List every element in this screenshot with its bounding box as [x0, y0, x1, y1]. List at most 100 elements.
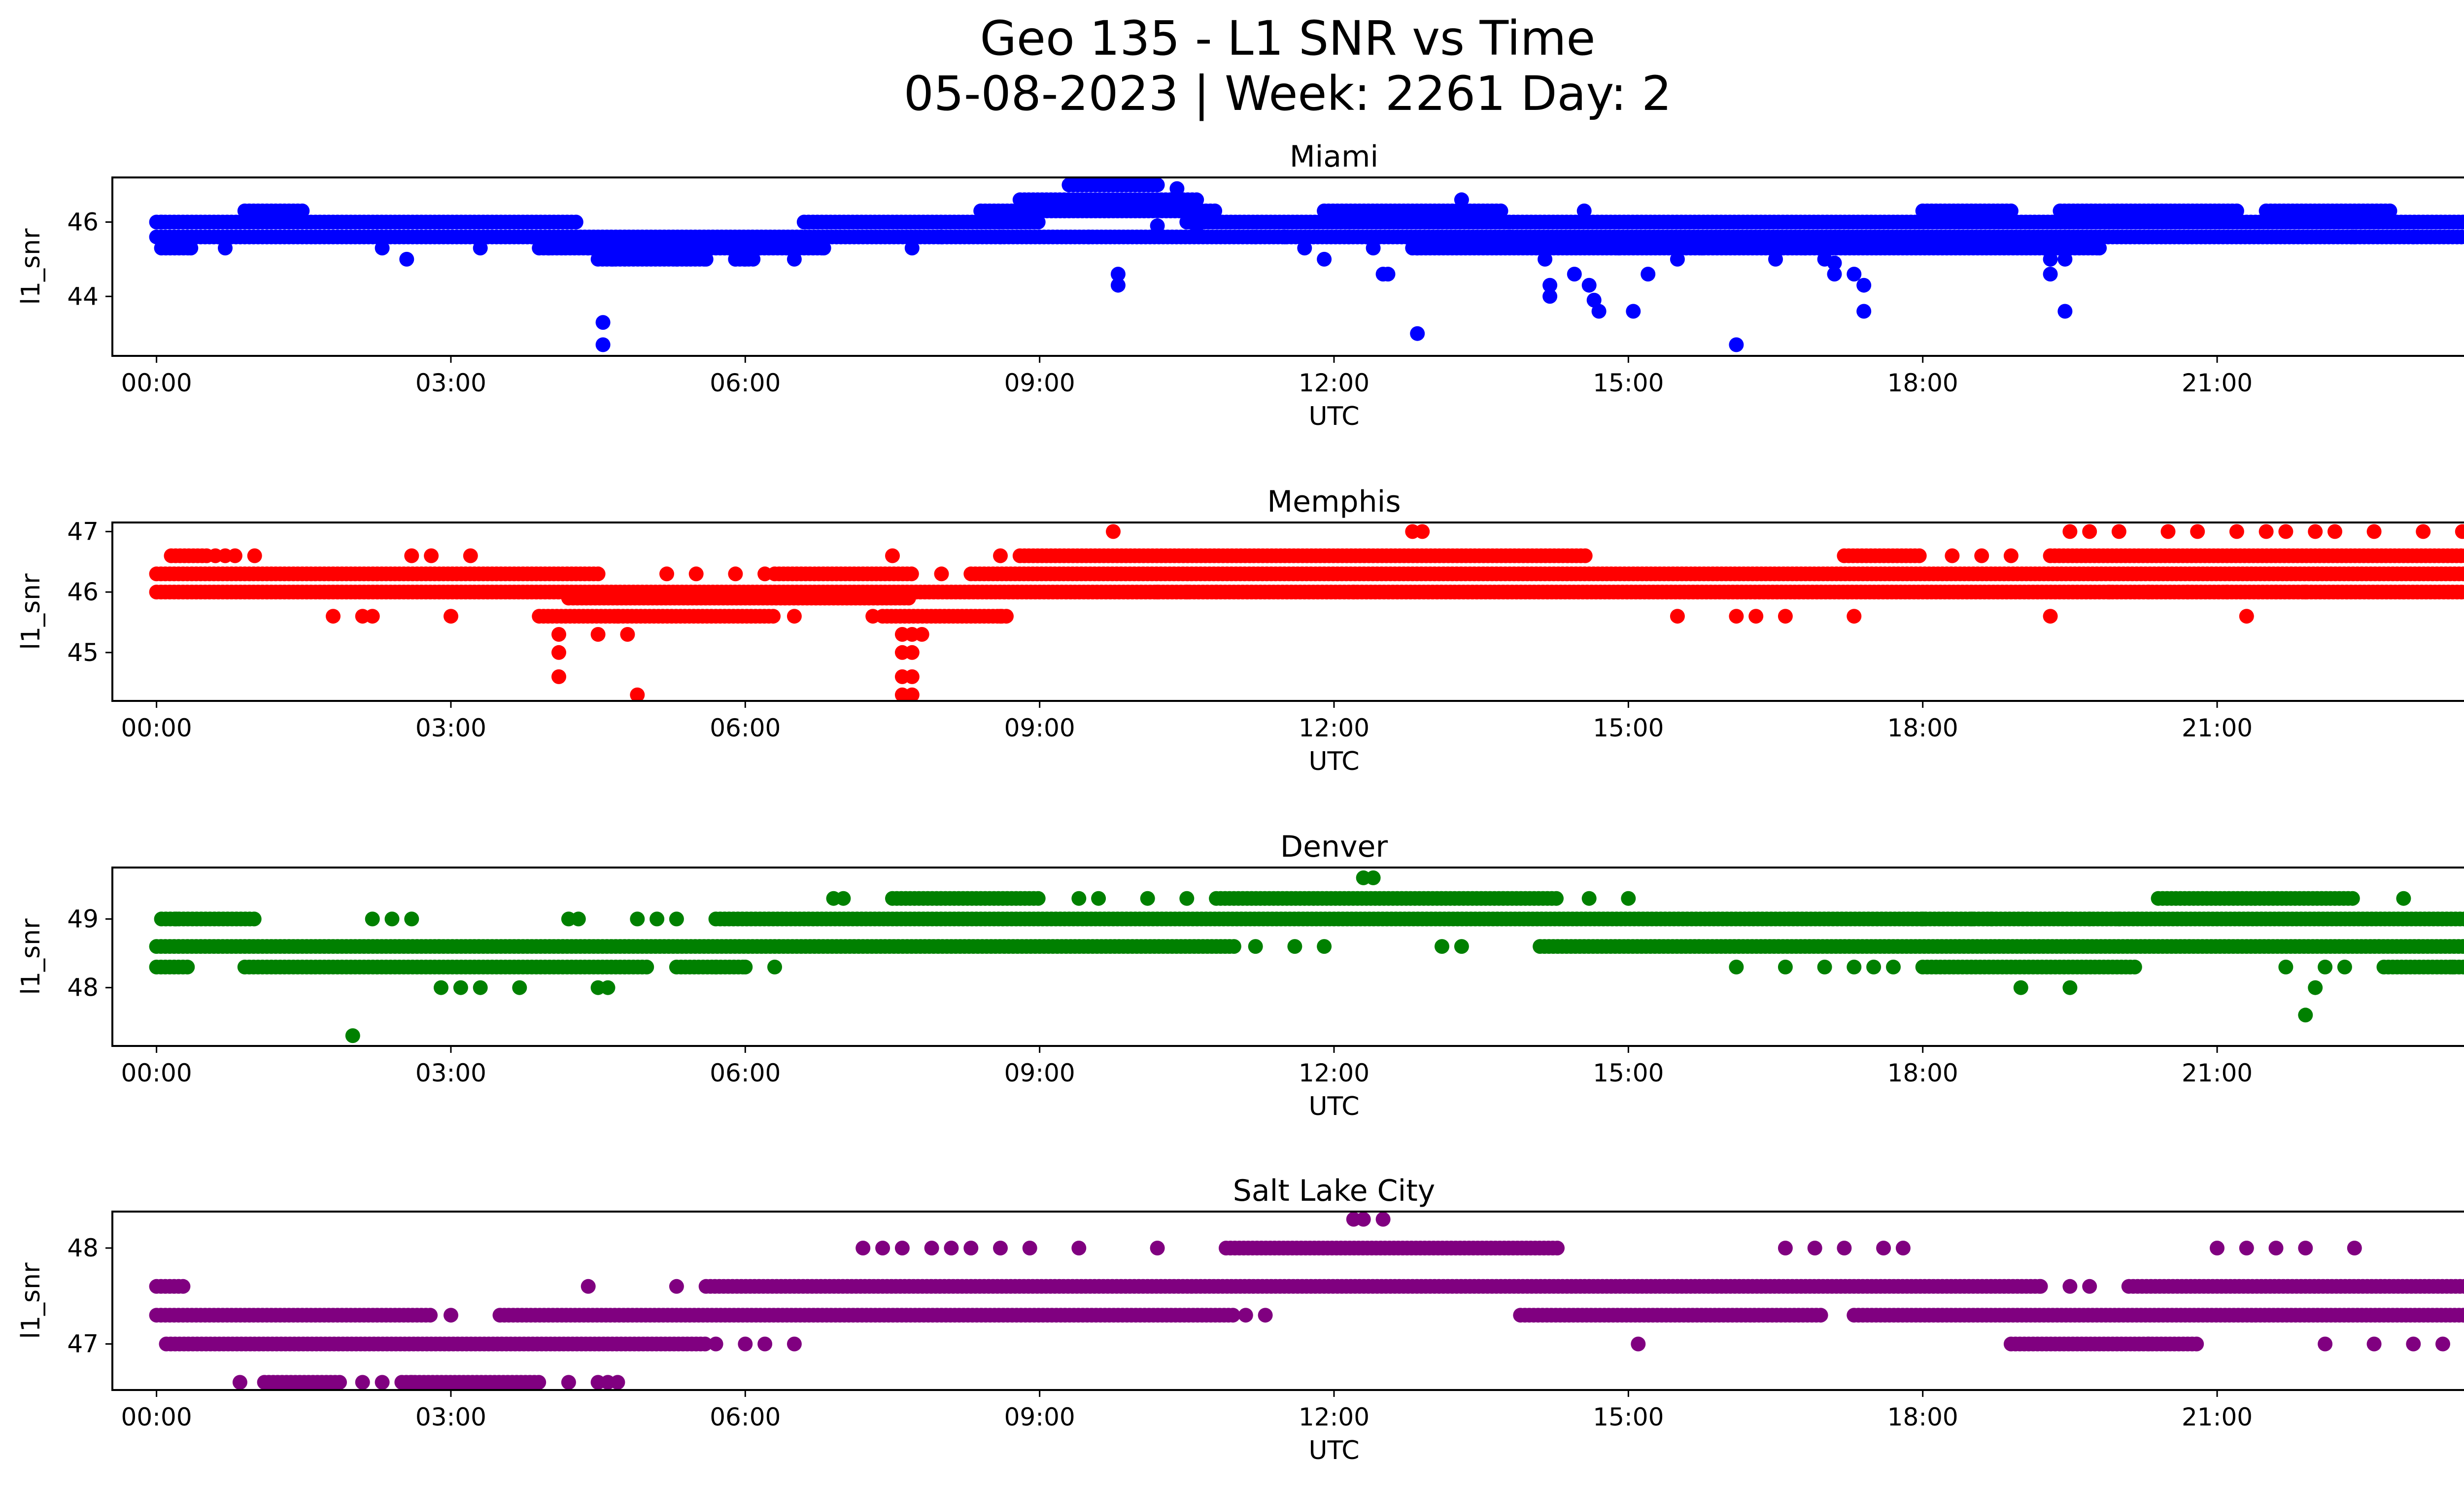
data-point: [2347, 229, 2362, 244]
data-point: [453, 980, 468, 995]
data-point: [2460, 939, 2464, 953]
data-point: [1341, 229, 1356, 244]
x-tick-label: 12:00: [1299, 1059, 1369, 1087]
data-point: [1641, 267, 1656, 282]
data-point: [1581, 891, 1597, 906]
data-point: [1768, 251, 1783, 267]
data-point: [2327, 524, 2342, 539]
data-point: [688, 566, 704, 582]
data-point: [1778, 959, 1793, 974]
subplot-title: Denver: [1280, 830, 1388, 864]
data-point: [227, 548, 242, 563]
data-point: [154, 214, 169, 230]
data-point: [600, 980, 616, 995]
data-point: [1030, 214, 1046, 230]
data-point: [669, 251, 684, 267]
data-point: [1577, 548, 1593, 563]
x-tick-label: 21:00: [2182, 1059, 2253, 1087]
data-point: [247, 548, 262, 563]
data-point: [2460, 215, 2464, 229]
data-point: [1179, 891, 1195, 906]
data-point: [1189, 218, 1204, 233]
data-point: [2463, 588, 2464, 596]
data-point: [787, 609, 802, 624]
data-point: [1248, 229, 1263, 244]
scatter-series-memphis: [149, 524, 2464, 701]
data-point: [399, 251, 414, 267]
data-point: [1581, 278, 1597, 293]
data-point: [2366, 524, 2382, 539]
data-point: [2239, 609, 2254, 624]
subplot-denver: 00:00 03:00 06:00 09:00 12:00 15:00 18:00 21:00…: [16, 830, 2464, 1121]
data-point: [1621, 891, 1636, 906]
data-point: [708, 959, 723, 974]
x-tick-label: 18:00: [1887, 714, 1958, 742]
subplot-salt-lake-city: 00:00 03:00 06:00 09:00 12:00 15:00 18:00 21:00…: [16, 1174, 2464, 1465]
data-point: [1797, 241, 1813, 256]
data-point: [904, 669, 920, 684]
data-point: [1150, 177, 1165, 193]
x-tick-label: 09:00: [1004, 714, 1075, 742]
x-tick-label: 00:00: [121, 714, 192, 742]
data-point: [1964, 911, 1980, 927]
data-point: [2259, 524, 2274, 539]
data-point: [2455, 524, 2464, 539]
y-tick-label: 47: [67, 517, 99, 546]
x-axis-label: UTC: [1308, 402, 1359, 431]
data-point: [1817, 959, 1832, 974]
data-point: [1366, 241, 1381, 256]
data-point: [914, 627, 929, 642]
data-point: [1150, 218, 1165, 233]
data-point: [1366, 870, 1381, 885]
x-tick-label: 03:00: [415, 714, 486, 742]
data-point: [2278, 524, 2293, 539]
data-point: [1576, 203, 1592, 218]
data-point: [551, 645, 566, 660]
data-point: [1670, 609, 1685, 624]
data-point: [1081, 229, 1096, 244]
y-axis-label: l1_snr: [16, 228, 46, 305]
y-axis-label: l1_snr: [16, 573, 46, 650]
data-point: [2458, 548, 2464, 563]
data-point: [1984, 911, 1999, 927]
data-point: [2308, 980, 2323, 995]
data-point: [1729, 609, 1744, 624]
data-point: [1435, 939, 1449, 954]
data-point: [169, 911, 184, 927]
data-point: [1856, 278, 1872, 293]
x-tick-label: 15:00: [1593, 1059, 1664, 1087]
data-point: [1945, 548, 1960, 563]
data-point: [2268, 585, 2284, 600]
data-point: [2396, 585, 2411, 600]
data-point: [2111, 911, 2126, 927]
data-point: [766, 609, 781, 624]
figure-title-line-1: Geo 135 - L1 SNR vs Time: [980, 11, 1596, 66]
data-point: [375, 241, 390, 256]
data-point: [1748, 609, 1764, 624]
data-point: [904, 687, 920, 701]
data-point: [424, 548, 439, 563]
data-point: [590, 627, 606, 642]
data-point: [2337, 959, 2352, 974]
data-point: [2458, 585, 2464, 599]
data-point: [2043, 609, 2058, 624]
data-point: [2318, 959, 2333, 974]
data-point: [620, 627, 635, 642]
data-point: [2458, 230, 2464, 244]
data-point: [1179, 585, 1195, 600]
data-point: [1410, 326, 1425, 341]
data-point: [1915, 911, 1930, 927]
data-point: [2062, 980, 2078, 995]
data-point: [1591, 304, 1607, 319]
data-point: [1549, 891, 1564, 906]
x-tick-label: 06:00: [710, 1059, 781, 1087]
data-point: [738, 959, 753, 974]
subplot-miami: 00:00 03:00 06:00 09:00 12:00 15:00 18:00 21:00…: [16, 139, 2464, 431]
data-point: [1454, 939, 1469, 954]
y-tick-label: 46: [67, 578, 99, 606]
data-point: [2461, 913, 2464, 925]
data-point: [757, 566, 773, 582]
data-point: [2445, 959, 2460, 974]
data-point: [630, 911, 645, 927]
